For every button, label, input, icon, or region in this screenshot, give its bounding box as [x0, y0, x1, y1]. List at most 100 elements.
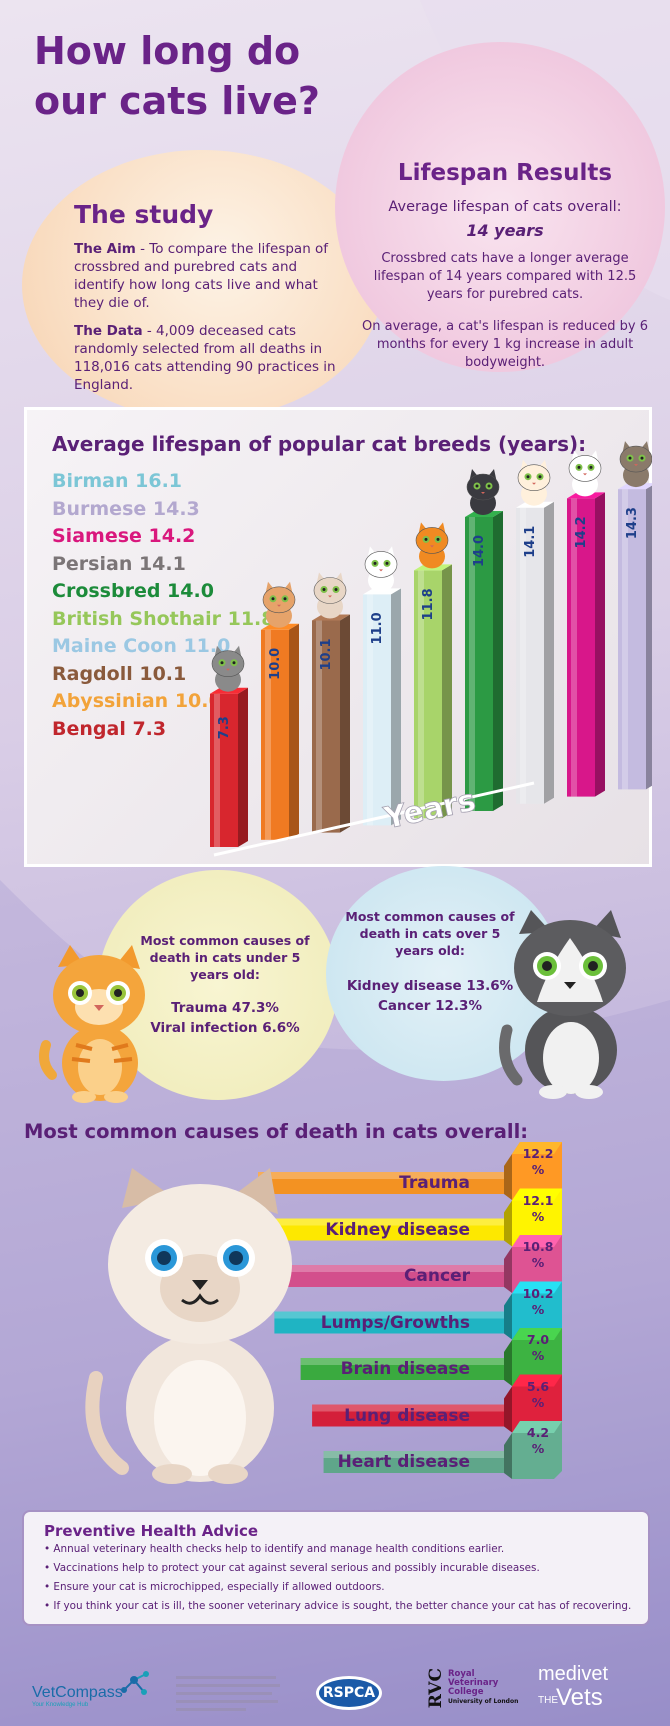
advice-box	[22, 1510, 650, 1626]
bar-front	[210, 693, 238, 847]
rvc-logo: Royal Veterinary College University of L…	[448, 1670, 518, 1706]
rvc-subtitle: University of London	[448, 1698, 519, 1705]
medivet-name: medivet	[538, 1663, 609, 1685]
cause-value-box-side	[504, 1247, 512, 1293]
over5-title: Most common causes of death in cats over…	[345, 909, 515, 958]
cause-ribbon-shine	[269, 1265, 508, 1272]
medivet-the: THE	[538, 1694, 558, 1706]
cause-value-label: 12.1%	[522, 1192, 554, 1224]
under5-line1: Trauma 47.3%	[171, 1000, 279, 1016]
bar-side	[544, 501, 554, 804]
medivet-logo: medivet THEVets	[538, 1664, 648, 1712]
cause-bar-trauma	[258, 1142, 562, 1200]
advice-item: • If you think your cat is ill, the soon…	[44, 1600, 632, 1612]
cause-value-box-side	[504, 1386, 512, 1433]
weight-text: On average, a cat's lifespan is reduced …	[362, 319, 648, 370]
advice-heading: Preventive Health Advice	[44, 1522, 259, 1540]
rvc-name-line1: Royal	[448, 1669, 475, 1679]
advice-item: • Ensure your cat is microchipped, espec…	[44, 1581, 385, 1593]
cat-head-icon	[211, 645, 245, 692]
bar-side	[238, 687, 248, 847]
legend-entry: Abyssinian 10.0	[52, 690, 222, 712]
cause-value-box	[512, 1421, 562, 1479]
bar-highlight	[316, 620, 322, 833]
data-text: - 4,009 deceased cats randomly selected …	[74, 323, 336, 393]
advice-item: • Vaccinations help to protect your cat …	[44, 1562, 540, 1574]
cause-ribbon	[323, 1451, 508, 1473]
bar-value-label: 10.0	[268, 648, 283, 680]
legend-entry: Persian 14.1	[52, 552, 186, 575]
cat-head-icon	[619, 441, 652, 488]
cause-ribbon-shine	[300, 1358, 508, 1365]
cat-head-icon	[517, 459, 551, 506]
breeds-chart-title: Average lifespan of popular cat breeds (…	[52, 432, 587, 456]
cause-ribbon	[274, 1311, 508, 1334]
cause-ribbon-shine	[274, 1311, 508, 1319]
crossbred-text: Crossbred cats have a longer average lif…	[373, 251, 637, 302]
bar-crossbred: 14.0	[465, 469, 503, 811]
cause-label: Heart disease	[337, 1452, 470, 1472]
cause-value-box-top	[512, 1235, 562, 1247]
bar-front	[363, 594, 391, 826]
bar-side	[493, 511, 503, 811]
cause-value-label: 7.0%	[526, 1332, 550, 1363]
bar-front	[261, 629, 289, 840]
bar-british-shothair: 11.8	[414, 522, 452, 819]
bar-side	[340, 614, 350, 833]
cause-label: Trauma	[399, 1173, 470, 1193]
cause-bar-kidney-disease	[258, 1188, 562, 1247]
cause-value-box-top	[512, 1281, 562, 1294]
bar-front	[567, 498, 595, 797]
cause-value-label: 10.8%	[522, 1239, 554, 1270]
legend-entry: Birman 16.1	[52, 470, 183, 492]
bar-ragdoll: 10.1	[312, 572, 350, 833]
medivet-vets: Vets	[556, 1684, 603, 1711]
cat-head-icon	[568, 450, 602, 497]
bar-value-label: 11.0	[370, 612, 385, 644]
cause-label: Brain disease	[340, 1359, 470, 1379]
grey-cat-icon	[499, 910, 626, 1099]
cause-ribbon	[258, 1172, 508, 1194]
bar-highlight	[469, 517, 475, 811]
cause-value-box-top	[512, 1374, 562, 1387]
cause-value-label: 4.2%	[526, 1425, 550, 1456]
cause-ribbon-shine	[258, 1172, 508, 1179]
bar-front	[516, 507, 544, 804]
bar-highlight	[214, 693, 220, 847]
bar-highlight	[367, 594, 373, 826]
bar-value-label: 7.3	[217, 716, 232, 739]
cause-value-label: 10.2%	[522, 1285, 554, 1317]
cause-ribbon-shine	[323, 1451, 508, 1458]
bar-front	[465, 517, 493, 811]
bar-burmese: 14.3	[618, 441, 652, 790]
cause-label: Lung disease	[344, 1405, 470, 1426]
cause-value-label: 5.6%	[526, 1378, 550, 1410]
aim-label: The Aim	[74, 241, 136, 257]
cause-value-box	[512, 1142, 562, 1200]
ginger-cat-icon	[39, 945, 145, 1103]
rvc-name-line2: Veterinary	[448, 1678, 499, 1688]
cause-value-box	[512, 1188, 562, 1247]
cause-bar-lumps-growths	[274, 1281, 562, 1340]
cause-value-box-side	[504, 1200, 512, 1247]
cause-value-box-top	[512, 1142, 562, 1154]
legend-entry: Bengal 7.3	[52, 717, 167, 740]
study-circle	[22, 150, 382, 420]
data-label: The Data	[74, 323, 143, 339]
vetcompass-logo: VetCompass Your Knowledge Hub	[32, 1684, 123, 1708]
cause-value-box	[512, 1374, 562, 1433]
cause-value-box	[512, 1328, 562, 1386]
vetcompass-network-icon	[121, 1671, 149, 1695]
cause-bar-lung-disease	[312, 1374, 562, 1433]
siamese-cat-icon	[85, 1168, 292, 1484]
cause-bar-heart-disease	[323, 1421, 562, 1479]
page-title: How long do our cats live?	[34, 29, 320, 123]
over5-line1: Kidney disease 13.6%	[346, 978, 514, 994]
bar-side	[442, 564, 452, 819]
rvc-abbreviation: RVC	[426, 1668, 446, 1709]
bar-highlight	[265, 629, 271, 840]
bar-front	[414, 570, 442, 819]
bar-highlight	[520, 507, 526, 804]
cause-ribbon	[312, 1404, 508, 1427]
cause-value-box-side	[504, 1340, 512, 1386]
